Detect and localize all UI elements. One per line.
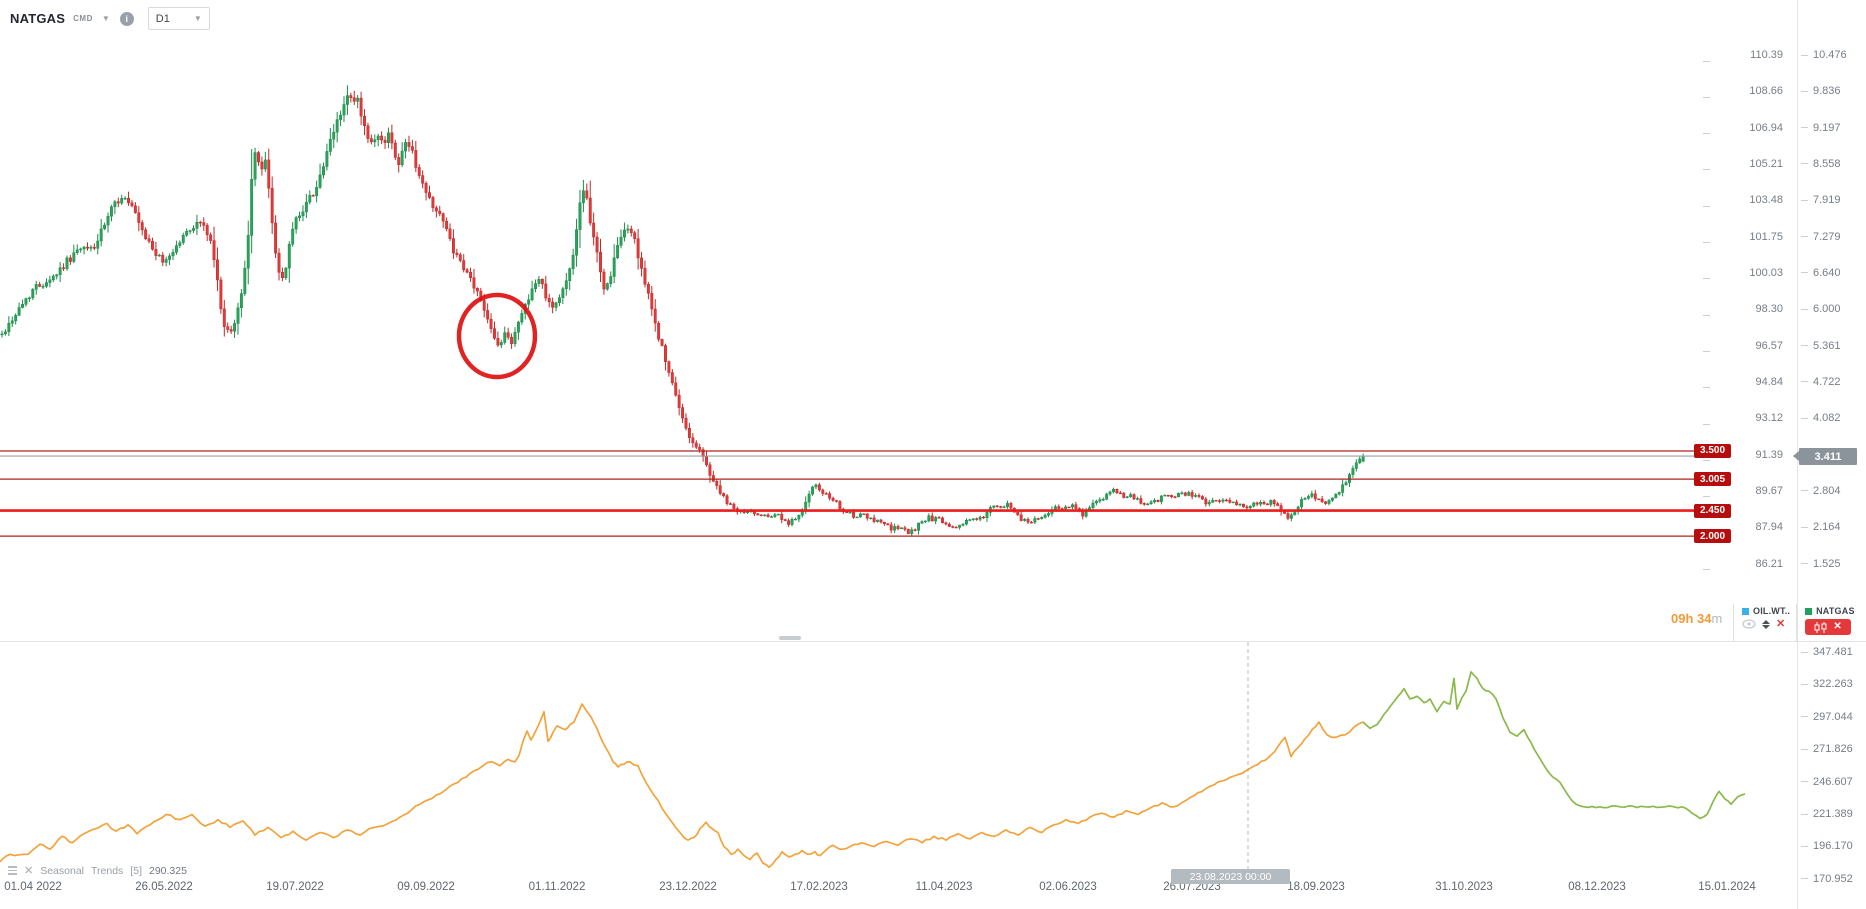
date-tick: 26.07.2023 bbox=[1163, 881, 1221, 893]
panel-divider[interactable] bbox=[0, 641, 1866, 642]
axis-label: 221.389 bbox=[1801, 808, 1853, 820]
close-icon: ✕ bbox=[1833, 621, 1842, 632]
current-price-badge: 3.411 bbox=[1793, 448, 1857, 465]
axis-label: 93.12 bbox=[1755, 412, 1783, 425]
indicator-row: ✕ Seasonal Trends [5] 290.325 bbox=[8, 864, 187, 877]
date-tick: 19.07.2022 bbox=[266, 881, 324, 893]
timeframe-value: D1 bbox=[155, 12, 170, 25]
date-tick: 08.12.2023 bbox=[1568, 881, 1626, 893]
axis-label: 322.263 bbox=[1801, 678, 1853, 690]
indicator-settings-icon[interactable] bbox=[8, 866, 17, 875]
seasonal-trends-chart[interactable] bbox=[0, 606, 1866, 909]
date-tick: 15.01.2024 bbox=[1698, 881, 1756, 893]
crosshair-date-tooltip: 23.08.2023 00:00 bbox=[1171, 869, 1290, 884]
axis-label: 105.21 bbox=[1749, 157, 1783, 170]
timeframe-dropdown[interactable]: D1 ▼ bbox=[147, 7, 210, 30]
axis-label: 101.75 bbox=[1749, 230, 1783, 243]
seasonal-line-seasonal-projection[interactable] bbox=[1362, 671, 1746, 820]
axis-label: 103.48 bbox=[1749, 194, 1783, 207]
axis-label: 96.57 bbox=[1755, 339, 1783, 352]
axis-label: 9.197 bbox=[1801, 122, 1841, 134]
axis-label: 6.000 bbox=[1801, 303, 1841, 315]
indicator-period: [5] bbox=[130, 864, 142, 877]
annotation-circle[interactable] bbox=[456, 292, 538, 380]
axis-label: 8.558 bbox=[1801, 158, 1841, 170]
axis-label: 6.640 bbox=[1801, 267, 1841, 279]
candles-icon bbox=[1814, 621, 1827, 633]
date-tick: 31.10.2023 bbox=[1435, 881, 1493, 893]
axis-label: 7.279 bbox=[1801, 231, 1841, 243]
date-tick: 23.12.2022 bbox=[659, 881, 717, 893]
axis-label: 5.361 bbox=[1801, 340, 1841, 352]
indicator-remove-icon[interactable]: ✕ bbox=[24, 865, 34, 877]
axis-label: 89.67 bbox=[1755, 484, 1783, 497]
axis-label: 108.66 bbox=[1749, 85, 1783, 98]
candlestick-chart[interactable] bbox=[0, 0, 1866, 606]
eye-icon[interactable] bbox=[1742, 619, 1756, 629]
main-label: NATGAS bbox=[1816, 606, 1855, 616]
legend-main-series: NATGAS ✕ bbox=[1796, 604, 1861, 642]
axis-label: 91.39 bbox=[1755, 448, 1783, 461]
candles-layer bbox=[0, 85, 1365, 537]
level-label-2.450: 2.450 bbox=[1694, 503, 1731, 518]
seasonal-line-historical[interactable] bbox=[0, 703, 1364, 869]
axis-label: 98.30 bbox=[1755, 303, 1783, 316]
panel-resize-handle[interactable] bbox=[779, 636, 801, 640]
date-tick: 01.11.2022 bbox=[528, 881, 586, 893]
axis-label: 170.952 bbox=[1801, 873, 1853, 885]
axis-label: 110.39 bbox=[1750, 49, 1783, 61]
axis-label: 106.94 bbox=[1749, 121, 1783, 134]
level-label-2.000: 2.000 bbox=[1694, 529, 1731, 544]
sort-arrows-icon[interactable] bbox=[1762, 619, 1770, 629]
axis-label: 94.84 bbox=[1755, 375, 1783, 388]
date-tick: 02.06.2023 bbox=[1039, 881, 1097, 893]
overlay-label: OIL.WT.. bbox=[1753, 606, 1791, 616]
axis-label: 246.607 bbox=[1801, 776, 1853, 788]
date-tick: 17.02.2023 bbox=[790, 881, 848, 893]
candle-countdown: 09h 34m bbox=[1671, 611, 1723, 626]
level-lines-layer bbox=[0, 450, 1695, 537]
level-label-3.005: 3.005 bbox=[1694, 472, 1731, 487]
date-tick: 01.04 2022 bbox=[4, 881, 62, 893]
axis-label: 271.826 bbox=[1801, 743, 1853, 755]
remove-overlay-icon[interactable]: ✕ bbox=[1776, 618, 1786, 630]
axis-label: 86.21 bbox=[1755, 557, 1783, 570]
market-tag: CMD bbox=[73, 14, 93, 23]
axis-label: 9.836 bbox=[1801, 85, 1841, 97]
overlay-swatch bbox=[1742, 607, 1749, 615]
axis-label: 100.03 bbox=[1749, 266, 1783, 279]
instrument-header: NATGAS CMD ▼ i D1 ▼ bbox=[10, 7, 210, 30]
series-legend: OIL.WT.. ✕ NATGAS bbox=[1733, 604, 1861, 642]
date-tick: 26.05.2022 bbox=[135, 881, 193, 893]
close-position-button[interactable]: ✕ bbox=[1805, 619, 1852, 635]
axis-label: 4.082 bbox=[1801, 412, 1841, 424]
date-tick: 11.04.2023 bbox=[915, 881, 973, 893]
indicator-value: 290.325 bbox=[149, 864, 187, 877]
legend-overlay-series: OIL.WT.. ✕ bbox=[1733, 604, 1796, 642]
indicator-name: Seasonal bbox=[40, 864, 85, 877]
chevron-down-icon[interactable]: ▼ bbox=[101, 14, 110, 23]
main-swatch bbox=[1805, 607, 1813, 615]
date-tick: 18.09.2023 bbox=[1287, 881, 1345, 893]
axis-label: 2.804 bbox=[1801, 485, 1841, 497]
axis-label: 2.164 bbox=[1801, 521, 1841, 533]
axis-label: 87.94 bbox=[1755, 521, 1783, 534]
symbol-name: NATGAS bbox=[10, 11, 66, 26]
axis-label: 297.044 bbox=[1801, 711, 1853, 723]
axis-label: 10.476 bbox=[1801, 49, 1847, 61]
chevron-down-icon: ▼ bbox=[193, 14, 202, 23]
info-icon[interactable]: i bbox=[119, 11, 134, 26]
axis-label: 7.919 bbox=[1801, 194, 1841, 206]
indicator-name2: Trends bbox=[91, 864, 124, 877]
level-label-3.500: 3.500 bbox=[1694, 443, 1731, 458]
axis-label: 347.481 bbox=[1801, 646, 1853, 658]
axis-label: 196.170 bbox=[1801, 840, 1853, 852]
date-tick: 09.09.2022 bbox=[397, 881, 455, 893]
axis-label: 4.722 bbox=[1801, 376, 1841, 388]
axis-label: 1.525 bbox=[1801, 558, 1841, 570]
